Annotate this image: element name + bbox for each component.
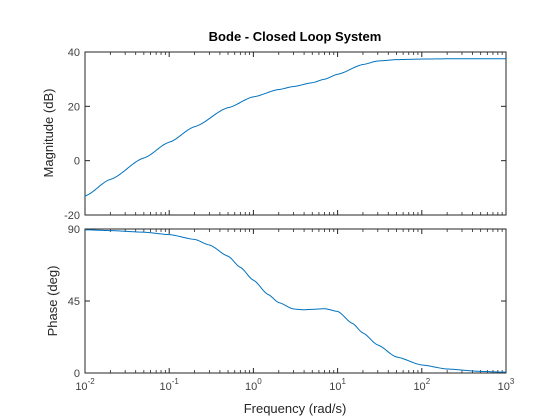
magnitude-ytick-label: 40 (68, 47, 80, 59)
frequency-xtick-label: 100 (245, 377, 262, 393)
magnitude-ytick-label: -20 (64, 210, 80, 222)
frequency-xtick-label: 10-2 (75, 377, 95, 393)
phase-ticks: 0 45 90 10-2 10-1 100 101 102 103 (68, 224, 515, 393)
phase-axes: 0 45 90 10-2 10-1 100 101 102 103 Phase (deg) (45, 224, 515, 393)
phase-curve (84, 229, 507, 373)
magnitude-ytick-label: 20 (68, 101, 80, 113)
frequency-xtick-label: 103 (498, 377, 515, 393)
chart-title: Bode - Closed Loop System (209, 29, 382, 44)
frequency-xtick-label: 102 (413, 377, 430, 393)
frequency-xlabel: Frequency (rad/s) (244, 401, 347, 416)
magnitude-ylabel: Magnitude (dB) (41, 89, 56, 178)
phase-plot-area (84, 228, 507, 374)
phase-ylabel: Phase (deg) (45, 266, 60, 337)
magnitude-plot-area (84, 51, 507, 216)
phase-ytick-label: 90 (68, 224, 80, 236)
magnitude-ytick-label: 0 (74, 156, 80, 168)
magnitude-curve (84, 58, 506, 197)
magnitude-ticks: -20 0 20 40 (64, 47, 507, 222)
frequency-xtick-label: 10-1 (160, 377, 180, 393)
phase-ytick-label: 45 (68, 296, 80, 308)
frequency-xtick-label: 101 (329, 377, 346, 393)
phase-ytick-label: 0 (74, 368, 80, 380)
magnitude-axes: -20 0 20 40 Magnitude (dB) (41, 47, 507, 222)
